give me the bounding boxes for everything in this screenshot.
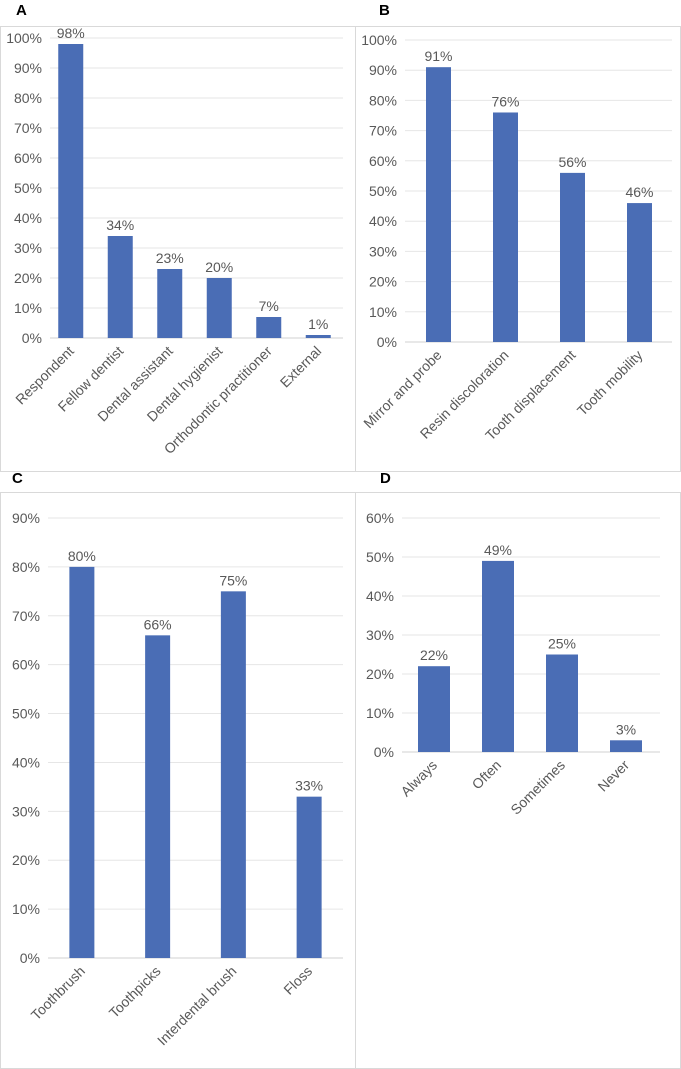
panel-c-data-label: 33% bbox=[295, 778, 323, 794]
panel-d-ytick-label: 50% bbox=[366, 549, 394, 565]
panel-c-bar-2 bbox=[220, 591, 246, 958]
panel-b-ytick-label: 90% bbox=[369, 62, 397, 78]
panel-a-label: A bbox=[16, 2, 27, 19]
panel-a-data-label: 7% bbox=[259, 298, 279, 314]
panel-c-ytick-label: 70% bbox=[12, 608, 40, 624]
panel-a-ytick-label: 30% bbox=[14, 240, 42, 256]
panel-d-category-label: Often bbox=[469, 757, 505, 793]
panel-c-ytick-label: 80% bbox=[12, 559, 40, 575]
panel-d-ytick-label: 60% bbox=[366, 510, 394, 526]
panel-b-category-label: Tooth mobility bbox=[574, 347, 646, 419]
panel-d-bar-2 bbox=[546, 654, 578, 752]
panel-a-data-label: 20% bbox=[205, 259, 233, 275]
panel-d-category-label: Sometimes bbox=[507, 757, 568, 818]
panel-a-bar-3 bbox=[206, 278, 232, 338]
panel-a-ytick-label: 10% bbox=[14, 300, 42, 316]
panel-b-label: B bbox=[379, 2, 390, 19]
panel-c-data-label: 66% bbox=[144, 616, 172, 632]
panel-c-ytick-label: 30% bbox=[12, 803, 40, 819]
panel-c-bar-1 bbox=[145, 635, 171, 958]
panel-d-label: D bbox=[380, 470, 391, 487]
panel-c-bar-0 bbox=[69, 566, 95, 958]
panel-c-data-label: 75% bbox=[219, 572, 247, 588]
panel-c-label: C bbox=[12, 470, 23, 487]
panel-c-ytick-label: 0% bbox=[20, 950, 40, 966]
panel-a-ytick-label: 20% bbox=[14, 270, 42, 286]
panel-c-category-label: Toothpicks bbox=[106, 963, 164, 1021]
panel-b-data-label: 56% bbox=[558, 154, 586, 170]
panel-c-ytick-label: 10% bbox=[12, 901, 40, 917]
panel-c-data-label: 80% bbox=[68, 548, 96, 564]
panel-c-ytick-label: 50% bbox=[12, 706, 40, 722]
panel-b-ytick-label: 20% bbox=[369, 274, 397, 290]
panel-a-ytick-label: 100% bbox=[6, 30, 42, 46]
panel-b-ytick-label: 10% bbox=[369, 304, 397, 320]
panel-a-ytick-label: 80% bbox=[14, 90, 42, 106]
panel-b-bar-2 bbox=[560, 172, 585, 342]
panel-d-ytick-label: 0% bbox=[374, 744, 394, 760]
panel-c-ytick-label: 60% bbox=[12, 657, 40, 673]
panel-d-category-label: Always bbox=[397, 757, 440, 800]
panel-b-ytick-label: 30% bbox=[369, 243, 397, 259]
panel-a-data-label: 34% bbox=[106, 217, 134, 233]
panel-b-ytick-label: 80% bbox=[369, 92, 397, 108]
panel-b-ytick-label: 50% bbox=[369, 183, 397, 199]
panel-a-bar-4 bbox=[256, 317, 282, 338]
panel-b-ytick-label: 70% bbox=[369, 123, 397, 139]
panel-d-ytick-label: 10% bbox=[366, 705, 394, 721]
panel-a-data-label: 1% bbox=[308, 316, 328, 332]
panel-a-bar-0 bbox=[58, 44, 84, 338]
panel-d-data-label: 49% bbox=[484, 542, 512, 558]
panel-c-category-label: Floss bbox=[280, 963, 315, 998]
panel-d-bar-3 bbox=[610, 740, 642, 752]
panel-d-ytick-label: 20% bbox=[366, 666, 394, 682]
panel-c-ytick-label: 90% bbox=[12, 510, 40, 526]
panel-a-data-label: 23% bbox=[156, 250, 184, 266]
panel-d-category-label: Never bbox=[594, 757, 632, 795]
panel-b-ytick-label: 0% bbox=[377, 334, 397, 350]
panel-d-bar-0 bbox=[418, 666, 450, 752]
panel-a-ytick-label: 50% bbox=[14, 180, 42, 196]
panel-a-ytick-label: 70% bbox=[14, 120, 42, 136]
panel-a-bar-2 bbox=[157, 269, 183, 338]
panel-c-category-label: Toothbrush bbox=[28, 963, 88, 1023]
panel-c-category-label: Interdental brush bbox=[154, 963, 240, 1049]
panel-d-ytick-label: 40% bbox=[366, 588, 394, 604]
panel-b-bar-3 bbox=[627, 203, 652, 342]
panel-b-ytick-label: 60% bbox=[369, 153, 397, 169]
panel-d-bar-1 bbox=[482, 560, 514, 752]
panel-d-data-label: 25% bbox=[548, 636, 576, 652]
panel-a-ytick-label: 0% bbox=[22, 330, 42, 346]
panel-b-data-label: 91% bbox=[424, 48, 452, 64]
panel-a-bar-5 bbox=[305, 335, 331, 338]
panel-b-data-label: 76% bbox=[491, 93, 519, 109]
panel-b-bar-0 bbox=[426, 67, 451, 343]
panel-a-ytick-label: 60% bbox=[14, 150, 42, 166]
panel-a-ytick-label: 40% bbox=[14, 210, 42, 226]
panel-b-ytick-label: 40% bbox=[369, 213, 397, 229]
panel-d-data-label: 22% bbox=[420, 647, 448, 663]
panel-d-ytick-label: 30% bbox=[366, 627, 394, 643]
panel-a-ytick-label: 90% bbox=[14, 60, 42, 76]
panel-a-category-label: External bbox=[277, 343, 325, 391]
panel-c-bar-3 bbox=[296, 796, 322, 958]
panel-d-data-label: 3% bbox=[616, 721, 636, 737]
panel-b-ytick-label: 100% bbox=[361, 32, 397, 48]
panel-c-ytick-label: 40% bbox=[12, 754, 40, 770]
panel-b-bar-1 bbox=[493, 112, 518, 342]
panel-a-data-label: 98% bbox=[57, 25, 85, 41]
panel-c-ytick-label: 20% bbox=[12, 852, 40, 868]
panel-a-bar-1 bbox=[107, 236, 133, 338]
panel-b-data-label: 46% bbox=[625, 184, 653, 200]
